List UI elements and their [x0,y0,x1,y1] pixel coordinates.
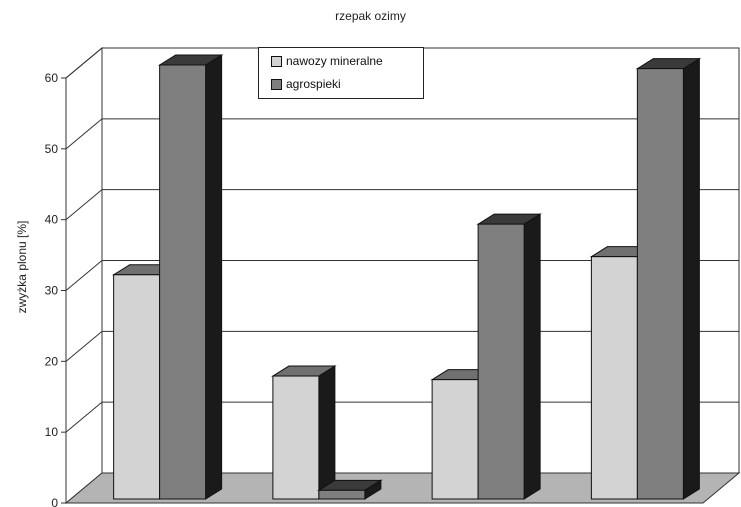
grid-line-diag [65,118,103,150]
bar [317,479,383,500]
bar-front [636,68,684,500]
grid-line-diag [65,401,103,433]
legend-label-series-0: nawozy mineralne [286,54,383,68]
y-tick-label: 10 [45,425,59,439]
grid-line-diag [65,47,103,79]
y-tick-label: 0 [51,496,58,507]
grid-line-diag [65,189,103,221]
bar-side [205,54,223,500]
bar-side [523,213,541,500]
bar-front [431,379,479,500]
y-ticks: 0 10 20 30 40 50 60 [45,71,67,507]
grid-line-diag [65,260,103,291]
bar-front [159,64,207,500]
bar [635,57,702,500]
bar [476,213,542,500]
legend-swatch-series-0 [271,55,282,67]
y-tick-label: 60 [45,71,59,85]
legend-item-series-0: nawozy mineralne [271,54,383,68]
legend-swatch-series-1 [271,78,282,90]
chart-title: rzepak ozimy [335,9,406,23]
bar [157,54,224,500]
bars [111,54,702,500]
floor [64,472,741,504]
y-tick-label: 30 [45,284,59,298]
bar-front [318,489,366,500]
bar-side [318,365,336,500]
y-axis-label: zwyżka plonu [%] [15,220,29,314]
legend: nawozy mineralne agrospieki [258,47,424,99]
bar-front [113,274,161,500]
bar-front [272,375,320,500]
bar [271,365,337,500]
y-tick-label: 50 [45,142,59,156]
legend-item-series-1: agrospieki [271,77,341,91]
y-tick-label: 20 [45,354,59,368]
bar-side [682,57,700,500]
legend-label-series-1: agrospieki [286,77,341,91]
bar-front [590,256,638,500]
bar-front [477,223,525,500]
grid-line-diag [65,330,103,362]
y-tick-label: 40 [45,213,59,227]
